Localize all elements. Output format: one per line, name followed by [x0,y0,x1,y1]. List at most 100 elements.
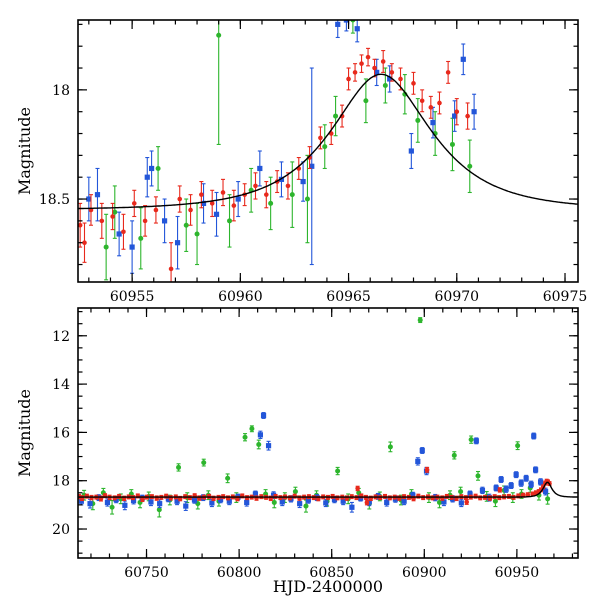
x-tick-label: 60975 [543,289,588,305]
data-point [537,479,544,485]
data-point [460,56,466,62]
data-point [458,500,464,506]
data-point [249,426,255,432]
tick-labels: 60750 60800 60850 60900 60950 12 14 16 18 20 [52,329,539,581]
data-point [161,218,168,224]
panels-group: 60955 60960 60965 60970 60975 18 18.5 60750 6080… [39,19,587,581]
bottom-panel: 60750 60800 60850 60900 60950 12 14 16 18 20 [52,307,579,581]
data-point [177,196,183,202]
data-point [419,447,425,454]
data-point [257,165,263,172]
data-point [372,65,377,71]
data-point [492,498,498,504]
data-point [157,501,163,507]
data-point [87,501,93,507]
data-point [467,491,473,497]
data-point [331,496,338,503]
y-tick-label: 16 [52,425,70,441]
data-point [183,222,189,228]
data-point [144,174,150,180]
x-tick-label: 60970 [435,289,480,305]
data-point [374,69,380,75]
data-point [354,26,360,32]
data-point [257,432,264,438]
data-point [300,178,306,185]
data-point [346,76,351,82]
data-point [398,76,403,82]
data-point [176,464,182,470]
series-green [81,317,551,518]
tick-labels: 60955 60960 60965 60970 60975 18 18.5 [39,83,587,305]
data-point [270,492,277,498]
data-point [94,192,101,198]
data-point [279,499,285,505]
data-point [268,200,274,206]
data-point [387,76,393,82]
data-point [148,165,155,172]
axes-frame [77,307,579,559]
y-tick-label: 14 [52,377,70,393]
data-point [515,443,521,449]
model-curve [78,481,578,498]
data-point [168,495,174,501]
data-point [419,98,425,104]
data-point [323,500,329,506]
data-point [467,163,473,169]
data-point [121,229,126,235]
data-point [365,54,371,60]
data-point [138,235,144,241]
data-point [380,59,386,64]
top-panel-y-axis-label: Magnitude [15,107,34,195]
data-point [366,499,372,505]
data-point [264,192,269,197]
data-point [225,475,231,481]
data-point [542,488,549,495]
data-point [112,495,117,501]
data-point [384,499,390,506]
data-point [297,501,303,507]
data-point [309,163,315,169]
data-point [389,70,395,75]
data-point [148,499,154,505]
data-point [454,109,460,114]
data-point [436,499,442,505]
top-panel: 60955 60960 60965 60970 60975 18 18.5 [39,19,587,305]
data-point [363,98,369,104]
data-point [168,266,174,272]
x-tick-label: 60965 [326,289,371,305]
data-point [86,196,92,202]
x-tick-label: 60850 [309,565,354,581]
data-point [242,434,248,440]
data-point [78,498,84,504]
data-point [513,472,519,478]
data-point [322,144,328,150]
data-point [532,467,539,473]
data-point [216,32,222,38]
data-point [304,196,310,202]
data-point [213,211,220,217]
ticks [78,308,578,558]
data-point [226,498,232,504]
data-point [194,231,200,237]
x-tick-label: 60950 [495,565,540,581]
data-point [188,207,193,213]
data-point [477,495,483,501]
data-point [473,438,479,444]
data-point [335,495,340,501]
bottom-panel-y-axis-label: Magnitude [15,389,34,477]
data-point [441,499,447,505]
data-point [411,81,416,86]
data-point [287,495,293,501]
data-point [155,165,161,171]
data-point [201,460,207,466]
data-point [244,499,250,506]
data-point [235,196,241,202]
axes-frame [77,19,579,283]
y-tick-label: 20 [52,522,70,538]
data-point [359,61,364,66]
data-point [271,499,277,505]
data-point [116,231,122,237]
data-point [292,489,298,495]
data-point [217,496,224,503]
data-point [209,500,215,506]
